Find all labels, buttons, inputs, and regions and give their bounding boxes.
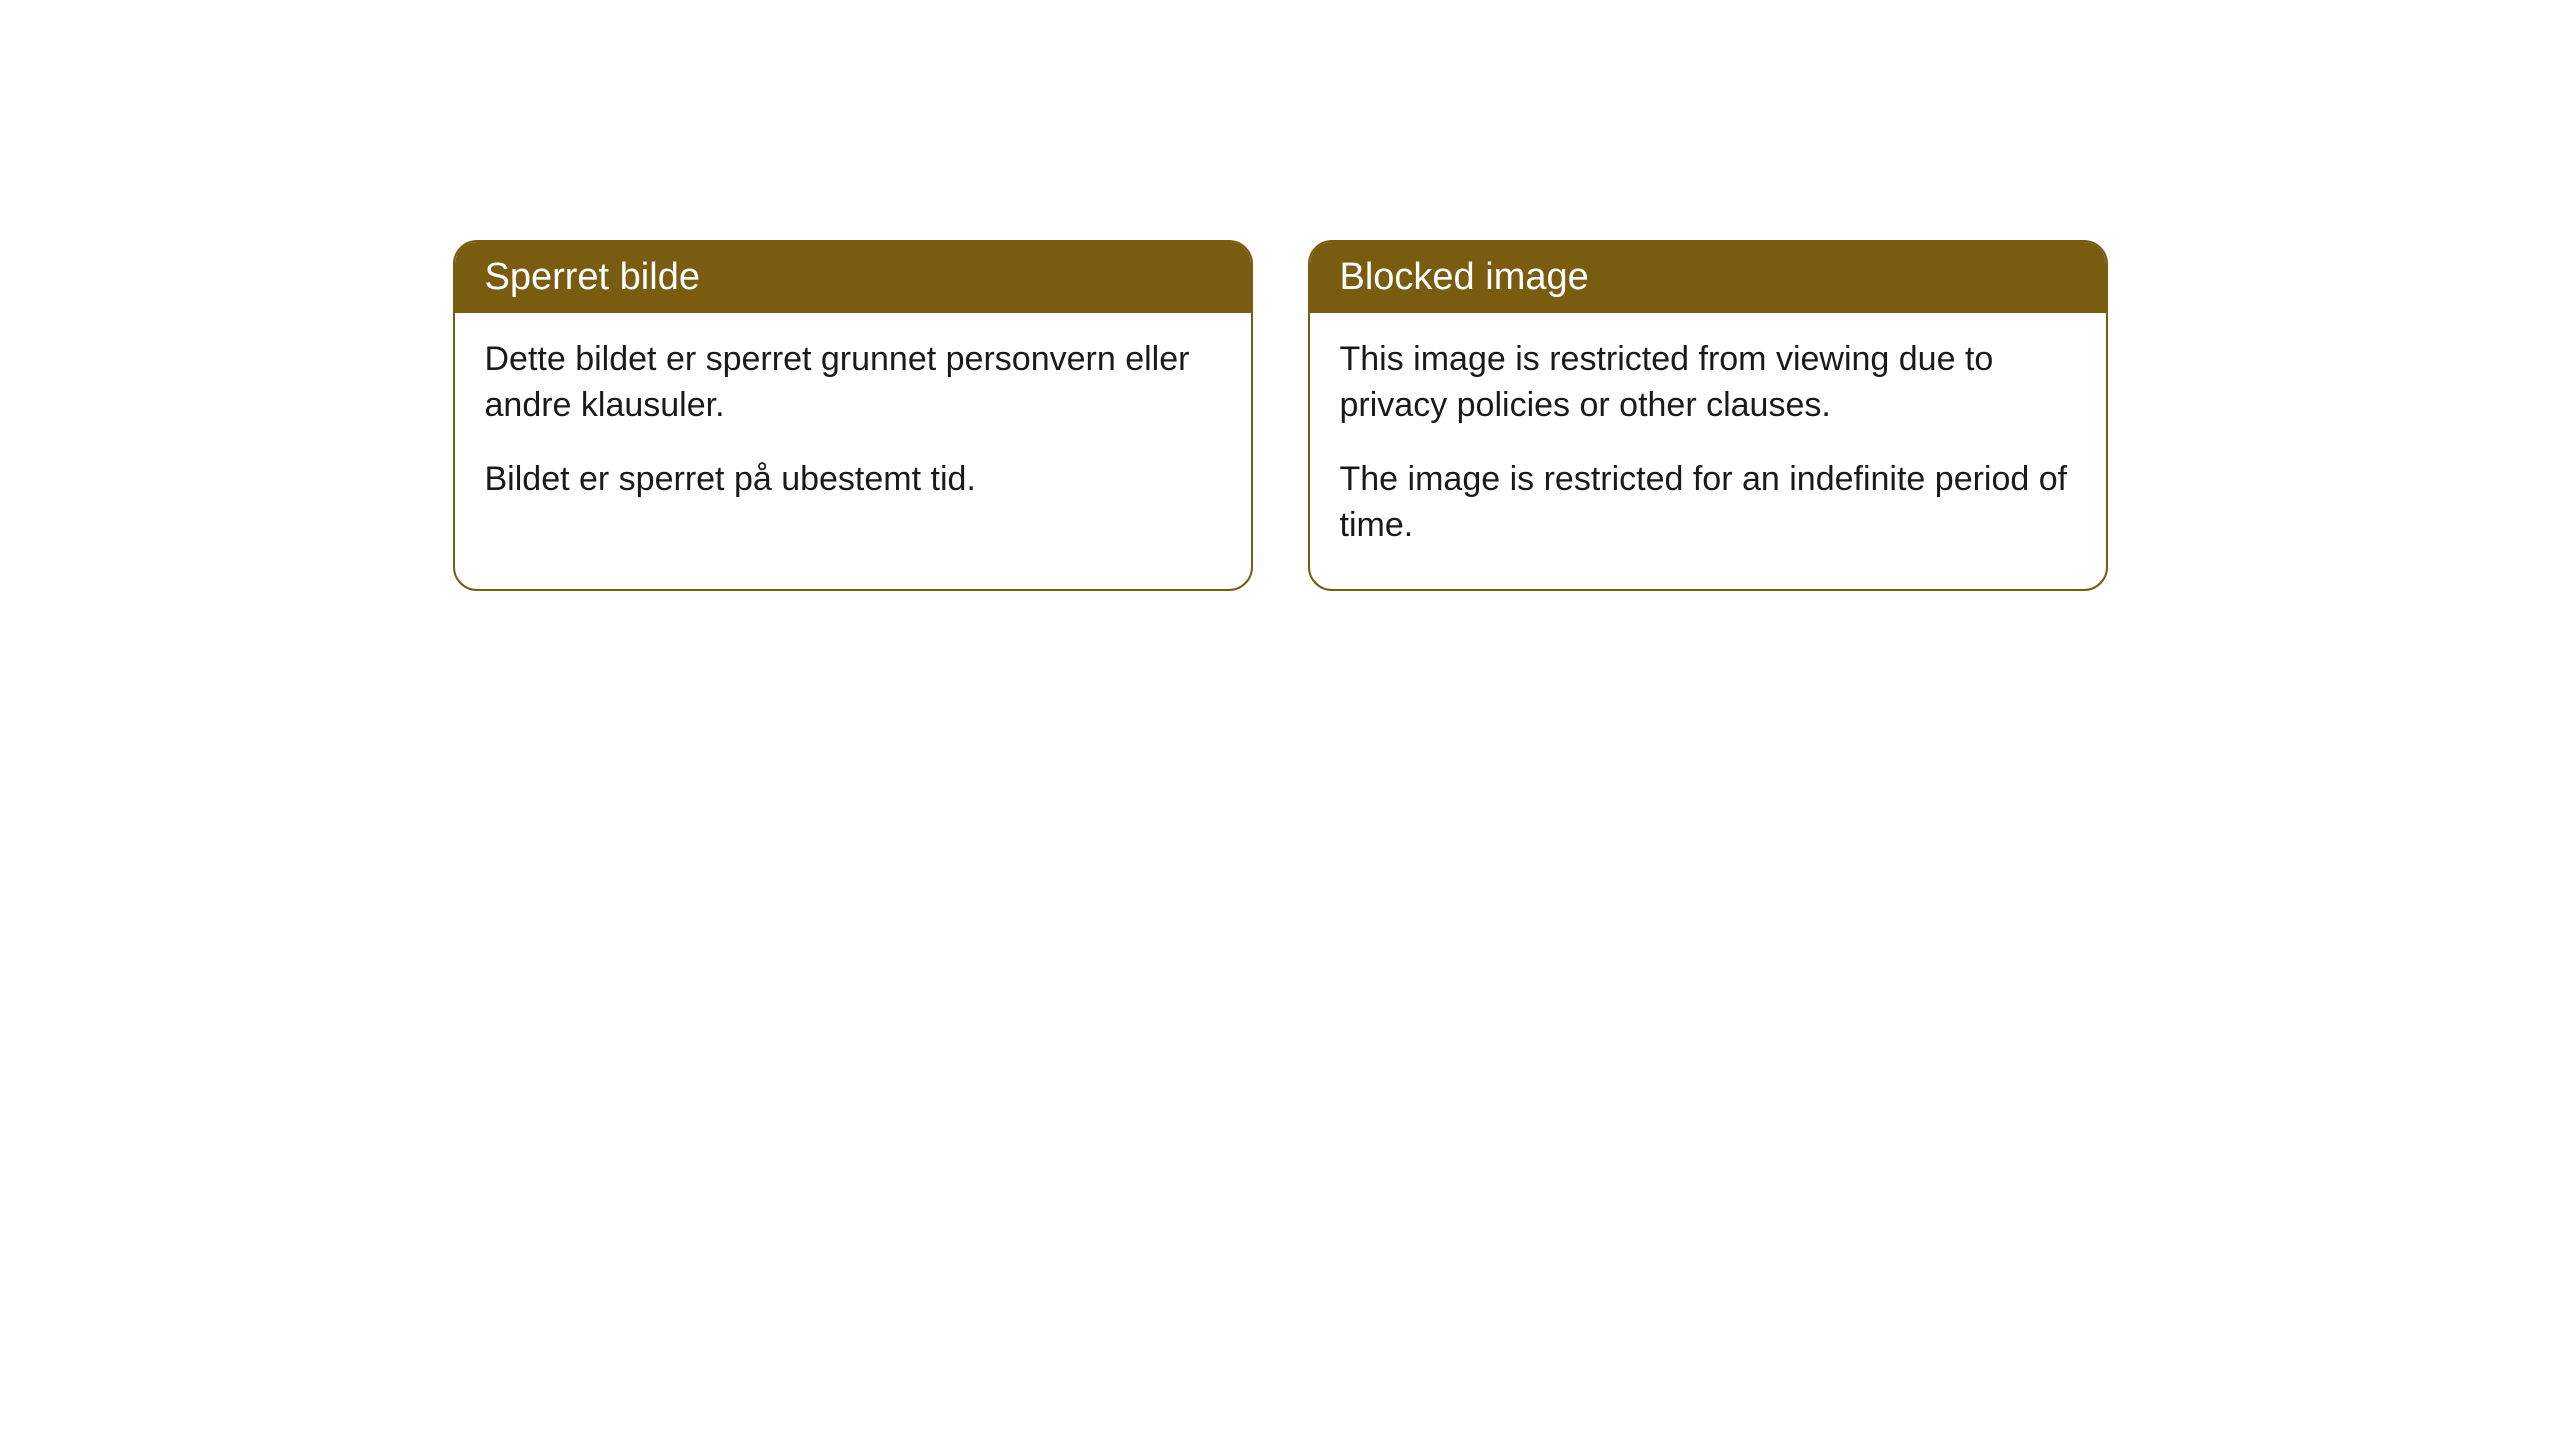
notice-card-norwegian: Sperret bilde Dette bildet er sperret gr… <box>453 240 1253 591</box>
notice-paragraph: The image is restricted for an indefinit… <box>1340 457 2076 549</box>
card-header: Blocked image <box>1310 242 2106 313</box>
card-body: Dette bildet er sperret grunnet personve… <box>455 313 1251 543</box>
notice-cards-container: Sperret bilde Dette bildet er sperret gr… <box>453 240 2108 591</box>
notice-card-english: Blocked image This image is restricted f… <box>1308 240 2108 591</box>
card-title: Sperret bilde <box>485 256 700 298</box>
notice-paragraph: This image is restricted from viewing du… <box>1340 337 2076 429</box>
card-body: This image is restricted from viewing du… <box>1310 313 2106 589</box>
card-header: Sperret bilde <box>455 242 1251 313</box>
notice-paragraph: Bildet er sperret på ubestemt tid. <box>485 457 1221 503</box>
card-title: Blocked image <box>1340 256 1589 298</box>
notice-paragraph: Dette bildet er sperret grunnet personve… <box>485 337 1221 429</box>
